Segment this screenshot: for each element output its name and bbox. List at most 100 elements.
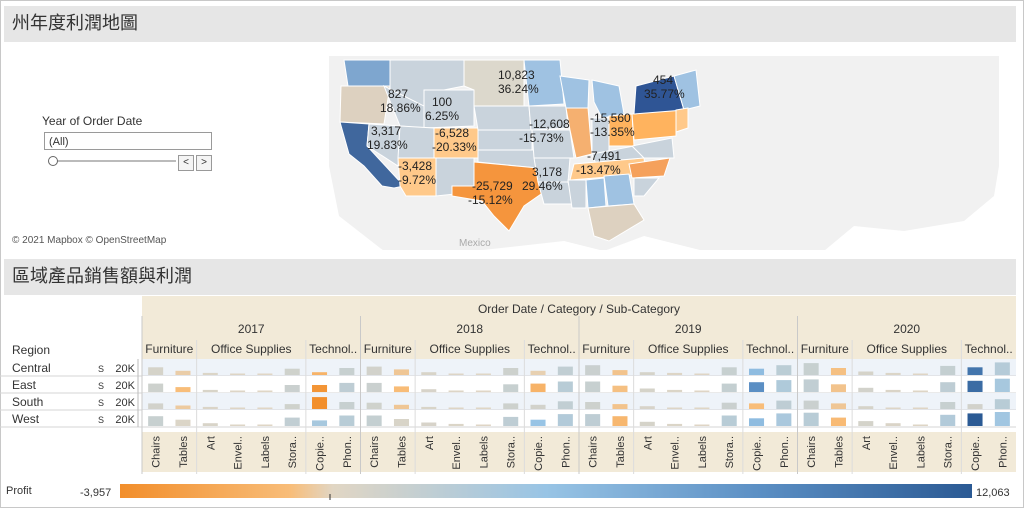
- sub-category-label[interactable]: Envel..: [888, 436, 900, 470]
- bar-tables[interactable]: [175, 370, 191, 375]
- sub-category-label[interactable]: Art: [861, 436, 873, 450]
- bar-copie[interactable]: [530, 370, 546, 375]
- bar-stora[interactable]: [503, 416, 519, 426]
- bar-stora[interactable]: [721, 367, 737, 375]
- bar-labels[interactable]: [475, 390, 491, 393]
- bar-tables[interactable]: [393, 386, 409, 392]
- sub-category-label[interactable]: Tables: [396, 436, 408, 468]
- bar-stora[interactable]: [940, 414, 956, 426]
- bar-envel[interactable]: [448, 423, 464, 426]
- bar-phon[interactable]: [557, 401, 573, 409]
- bar-tables[interactable]: [612, 404, 628, 409]
- sub-category-label[interactable]: Chairs: [151, 436, 163, 468]
- bar-tables[interactable]: [612, 416, 628, 426]
- bar-labels[interactable]: [257, 373, 273, 376]
- state-wyoming[interactable]: [423, 89, 475, 129]
- bar-copie[interactable]: [967, 413, 983, 426]
- bar-envel[interactable]: [448, 373, 464, 376]
- bar-copie[interactable]: [749, 382, 765, 392]
- bar-art[interactable]: [639, 406, 655, 409]
- bar-copie[interactable]: [749, 418, 765, 426]
- state-pennsylvania[interactable]: [631, 109, 677, 141]
- bar-tables[interactable]: [612, 385, 628, 392]
- sub-category-label[interactable]: Stora..: [943, 436, 955, 468]
- bar-art[interactable]: [202, 389, 218, 392]
- state-florida[interactable]: [587, 203, 645, 242]
- sub-category-label[interactable]: Labels: [260, 436, 272, 469]
- sub-category-label[interactable]: Stora..: [287, 436, 299, 468]
- bar-phon[interactable]: [994, 378, 1010, 392]
- bar-envel[interactable]: [230, 373, 246, 376]
- bar-tables[interactable]: [175, 419, 191, 426]
- bar-copie[interactable]: [312, 385, 328, 392]
- year-header[interactable]: 2019: [675, 322, 702, 336]
- bar-tables[interactable]: [830, 403, 846, 409]
- region-bar-chart-svg[interactable]: Order Date / Category / Sub-Category Reg…: [0, 296, 1024, 474]
- bar-envel[interactable]: [230, 424, 246, 427]
- sub-category-label[interactable]: Tables: [833, 436, 845, 468]
- bar-envel[interactable]: [667, 423, 683, 426]
- bar-envel[interactable]: [885, 423, 901, 426]
- region-label[interactable]: Central: [12, 361, 51, 375]
- bar-copie[interactable]: [530, 404, 546, 409]
- category-header[interactable]: Office Supplies: [648, 342, 729, 356]
- bar-phon[interactable]: [339, 415, 355, 427]
- bar-stora[interactable]: [284, 404, 300, 409]
- bar-chairs[interactable]: [803, 379, 819, 392]
- year-filter-dropdown[interactable]: (All): [44, 132, 212, 150]
- bar-phon[interactable]: [339, 402, 355, 409]
- sub-category-label[interactable]: Stora..: [506, 436, 518, 468]
- sub-category-label[interactable]: Copie..: [970, 436, 982, 471]
- region-label[interactable]: South: [12, 395, 43, 409]
- sub-category-label[interactable]: Labels: [478, 436, 490, 469]
- sub-category-label[interactable]: Envel..: [670, 436, 682, 470]
- category-header[interactable]: Technol..: [965, 342, 1013, 356]
- bar-tables[interactable]: [830, 368, 846, 375]
- state-washington[interactable]: [343, 59, 391, 87]
- category-header[interactable]: Office Supplies: [211, 342, 292, 356]
- state-south-carolina[interactable]: [633, 177, 661, 197]
- bar-phon[interactable]: [339, 368, 355, 375]
- bar-art[interactable]: [202, 423, 218, 426]
- state-new-england[interactable]: [673, 69, 701, 111]
- bar-envel[interactable]: [885, 407, 901, 410]
- bar-tables[interactable]: [830, 384, 846, 392]
- bar-labels[interactable]: [694, 424, 710, 427]
- bar-tables[interactable]: [830, 417, 846, 426]
- sub-category-label[interactable]: Copie..: [315, 436, 327, 471]
- bar-envel[interactable]: [448, 390, 464, 393]
- sub-category-label[interactable]: Labels: [697, 436, 709, 469]
- bar-chairs[interactable]: [585, 414, 601, 426]
- bar-copie[interactable]: [312, 372, 328, 375]
- bar-copie[interactable]: [967, 380, 983, 392]
- sub-category-label[interactable]: Envel..: [233, 436, 245, 470]
- year-header[interactable]: 2018: [456, 322, 483, 336]
- bar-copie[interactable]: [967, 404, 983, 409]
- bar-labels[interactable]: [257, 424, 273, 427]
- bar-labels[interactable]: [912, 424, 928, 427]
- state-new-jersey[interactable]: [675, 107, 689, 133]
- bar-chairs[interactable]: [803, 363, 819, 375]
- sub-category-label[interactable]: Phon..: [779, 436, 791, 468]
- bar-stora[interactable]: [503, 368, 519, 375]
- bar-copie[interactable]: [967, 367, 983, 375]
- bar-stora[interactable]: [721, 402, 737, 409]
- bar-envel[interactable]: [230, 407, 246, 410]
- sub-category-label[interactable]: Phon..: [997, 436, 1009, 468]
- bar-art[interactable]: [202, 406, 218, 409]
- bar-chairs[interactable]: [585, 402, 601, 409]
- bar-tables[interactable]: [393, 419, 409, 426]
- state-georgia[interactable]: [603, 173, 635, 207]
- sub-category-label[interactable]: Copie..: [752, 436, 764, 471]
- sub-category-label[interactable]: Chairs: [588, 436, 600, 468]
- bar-phon[interactable]: [776, 380, 792, 392]
- bar-phon[interactable]: [994, 399, 1010, 409]
- bar-art[interactable]: [421, 422, 437, 427]
- category-header[interactable]: Furniture: [801, 342, 849, 356]
- bar-chairs[interactable]: [148, 416, 164, 426]
- bar-stora[interactable]: [284, 368, 300, 375]
- region-label[interactable]: West: [12, 412, 40, 426]
- state-missouri[interactable]: [531, 129, 575, 159]
- bar-phon[interactable]: [557, 366, 573, 375]
- bar-chairs[interactable]: [148, 383, 164, 392]
